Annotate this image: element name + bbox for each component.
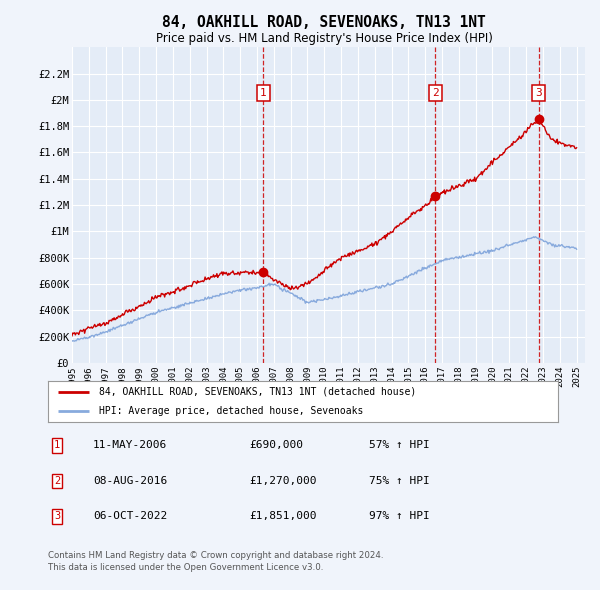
Text: £1,270,000: £1,270,000 [249, 476, 317, 486]
Text: £690,000: £690,000 [249, 441, 303, 450]
Text: HPI: Average price, detached house, Sevenoaks: HPI: Average price, detached house, Seve… [99, 406, 364, 416]
Text: 97% ↑ HPI: 97% ↑ HPI [369, 512, 430, 521]
Text: 1: 1 [54, 441, 60, 450]
Text: This data is licensed under the Open Government Licence v3.0.: This data is licensed under the Open Gov… [48, 563, 323, 572]
Text: 1: 1 [260, 88, 266, 98]
Text: 57% ↑ HPI: 57% ↑ HPI [369, 441, 430, 450]
Text: Price paid vs. HM Land Registry's House Price Index (HPI): Price paid vs. HM Land Registry's House … [155, 32, 493, 45]
Text: 3: 3 [54, 512, 60, 521]
Text: 84, OAKHILL ROAD, SEVENOAKS, TN13 1NT: 84, OAKHILL ROAD, SEVENOAKS, TN13 1NT [162, 15, 486, 30]
Text: 08-AUG-2016: 08-AUG-2016 [93, 476, 167, 486]
Text: 11-MAY-2006: 11-MAY-2006 [93, 441, 167, 450]
Text: 06-OCT-2022: 06-OCT-2022 [93, 512, 167, 521]
Text: 3: 3 [536, 88, 542, 98]
Text: 2: 2 [432, 88, 439, 98]
Text: Contains HM Land Registry data © Crown copyright and database right 2024.: Contains HM Land Registry data © Crown c… [48, 552, 383, 560]
Text: 75% ↑ HPI: 75% ↑ HPI [369, 476, 430, 486]
Text: £1,851,000: £1,851,000 [249, 512, 317, 521]
Text: 2: 2 [54, 476, 60, 486]
Text: 84, OAKHILL ROAD, SEVENOAKS, TN13 1NT (detached house): 84, OAKHILL ROAD, SEVENOAKS, TN13 1NT (d… [99, 386, 416, 396]
